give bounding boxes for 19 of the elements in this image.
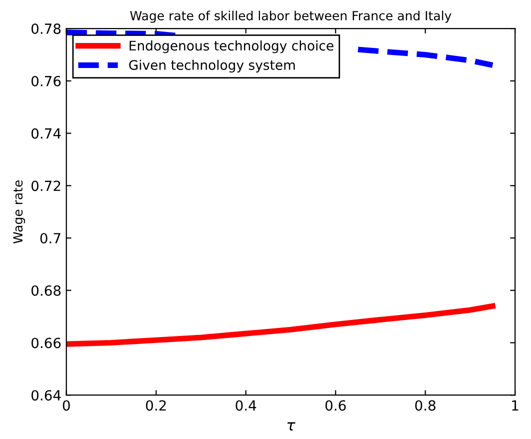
y-tick-label: 0.74 <box>32 128 61 139</box>
y-tick-label: 0.76 <box>32 76 61 86</box>
x-tick-label: 0.2 <box>146 400 166 411</box>
y-tick-label: 0.72 <box>32 180 60 192</box>
y-tick-label: 0.64 <box>32 390 61 401</box>
x-tick-label: 0.6 <box>325 400 346 411</box>
y-axis-title: Wage rate <box>13 180 26 244</box>
legend-label: Endogenous technology choice <box>130 40 334 54</box>
y-tick-label: 0.7 <box>40 232 60 244</box>
y-tick-label: 0.68 <box>32 285 61 296</box>
x-tick-label: 1 <box>512 400 518 411</box>
y-tick-label: 0.78 <box>32 24 61 34</box>
y-tick-label: 0.66 <box>32 338 61 348</box>
legend-label: Given technology system <box>129 60 295 73</box>
x-tick-label: 0 <box>62 400 70 411</box>
x-tick-label: 0.4 <box>236 400 256 411</box>
chart-title: Wage rate of skilled labor between France and Italy <box>130 10 452 23</box>
x-axis-title: τ <box>287 422 296 431</box>
x-tick-label: 0.8 <box>415 400 436 411</box>
